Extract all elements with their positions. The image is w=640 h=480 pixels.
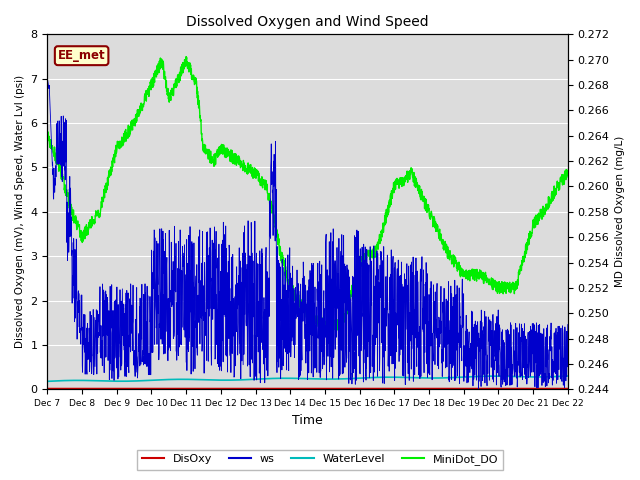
- Legend: DisOxy, ws, WaterLevel, MiniDot_DO: DisOxy, ws, WaterLevel, MiniDot_DO: [137, 450, 503, 469]
- Y-axis label: MD Dissolved Oxygen (mg/L): MD Dissolved Oxygen (mg/L): [615, 136, 625, 288]
- Text: EE_met: EE_met: [58, 49, 106, 62]
- X-axis label: Time: Time: [292, 414, 323, 427]
- Title: Dissolved Oxygen and Wind Speed: Dissolved Oxygen and Wind Speed: [186, 15, 429, 29]
- Y-axis label: Dissolved Oxygen (mV), Wind Speed, Water Lvl (psi): Dissolved Oxygen (mV), Wind Speed, Water…: [15, 75, 25, 348]
